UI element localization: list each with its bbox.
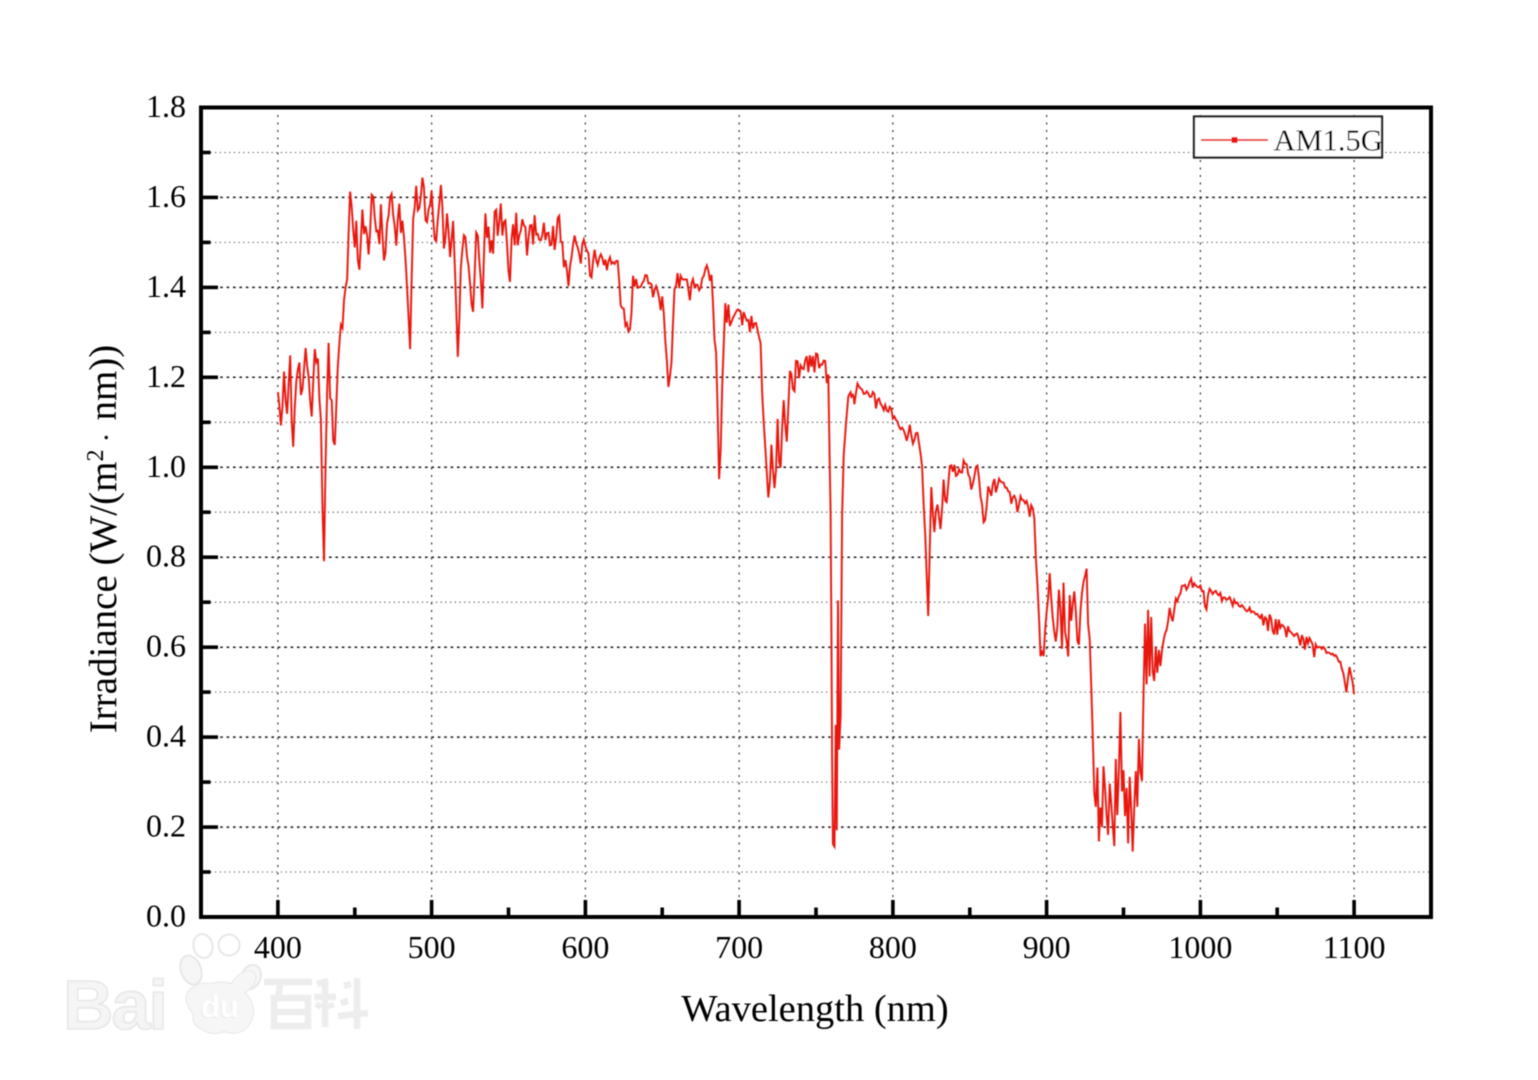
svg-text:1.6: 1.6 bbox=[146, 178, 186, 214]
svg-text:Bai: Bai bbox=[63, 966, 166, 1044]
svg-text:0.4: 0.4 bbox=[146, 718, 186, 754]
svg-text:500: 500 bbox=[408, 929, 456, 965]
svg-text:0.0: 0.0 bbox=[146, 898, 186, 934]
svg-text:AM1.5G: AM1.5G bbox=[1274, 124, 1383, 158]
svg-text:0.6: 0.6 bbox=[146, 628, 186, 664]
svg-text:1000: 1000 bbox=[1168, 929, 1232, 965]
svg-text:400: 400 bbox=[254, 929, 302, 965]
svg-text:1.0: 1.0 bbox=[146, 448, 186, 484]
svg-text:1.8: 1.8 bbox=[146, 88, 186, 124]
svg-text:1.4: 1.4 bbox=[146, 268, 186, 304]
svg-text:du: du bbox=[200, 990, 238, 1025]
svg-text:du: du bbox=[201, 989, 239, 1024]
svg-text:Wavelength (nm): Wavelength (nm) bbox=[681, 988, 948, 1030]
svg-text:1.2: 1.2 bbox=[146, 358, 186, 394]
svg-text:900: 900 bbox=[1023, 929, 1071, 965]
svg-text:800: 800 bbox=[869, 929, 917, 965]
svg-text:1100: 1100 bbox=[1323, 929, 1386, 965]
svg-text:700: 700 bbox=[715, 929, 763, 965]
svg-text:Irradiance (W/(m2·nm)): Irradiance (W/(m2·nm)) bbox=[82, 345, 125, 734]
svg-text:600: 600 bbox=[561, 929, 609, 965]
svg-text:0.2: 0.2 bbox=[146, 808, 186, 844]
svg-text:0.8: 0.8 bbox=[146, 538, 186, 574]
